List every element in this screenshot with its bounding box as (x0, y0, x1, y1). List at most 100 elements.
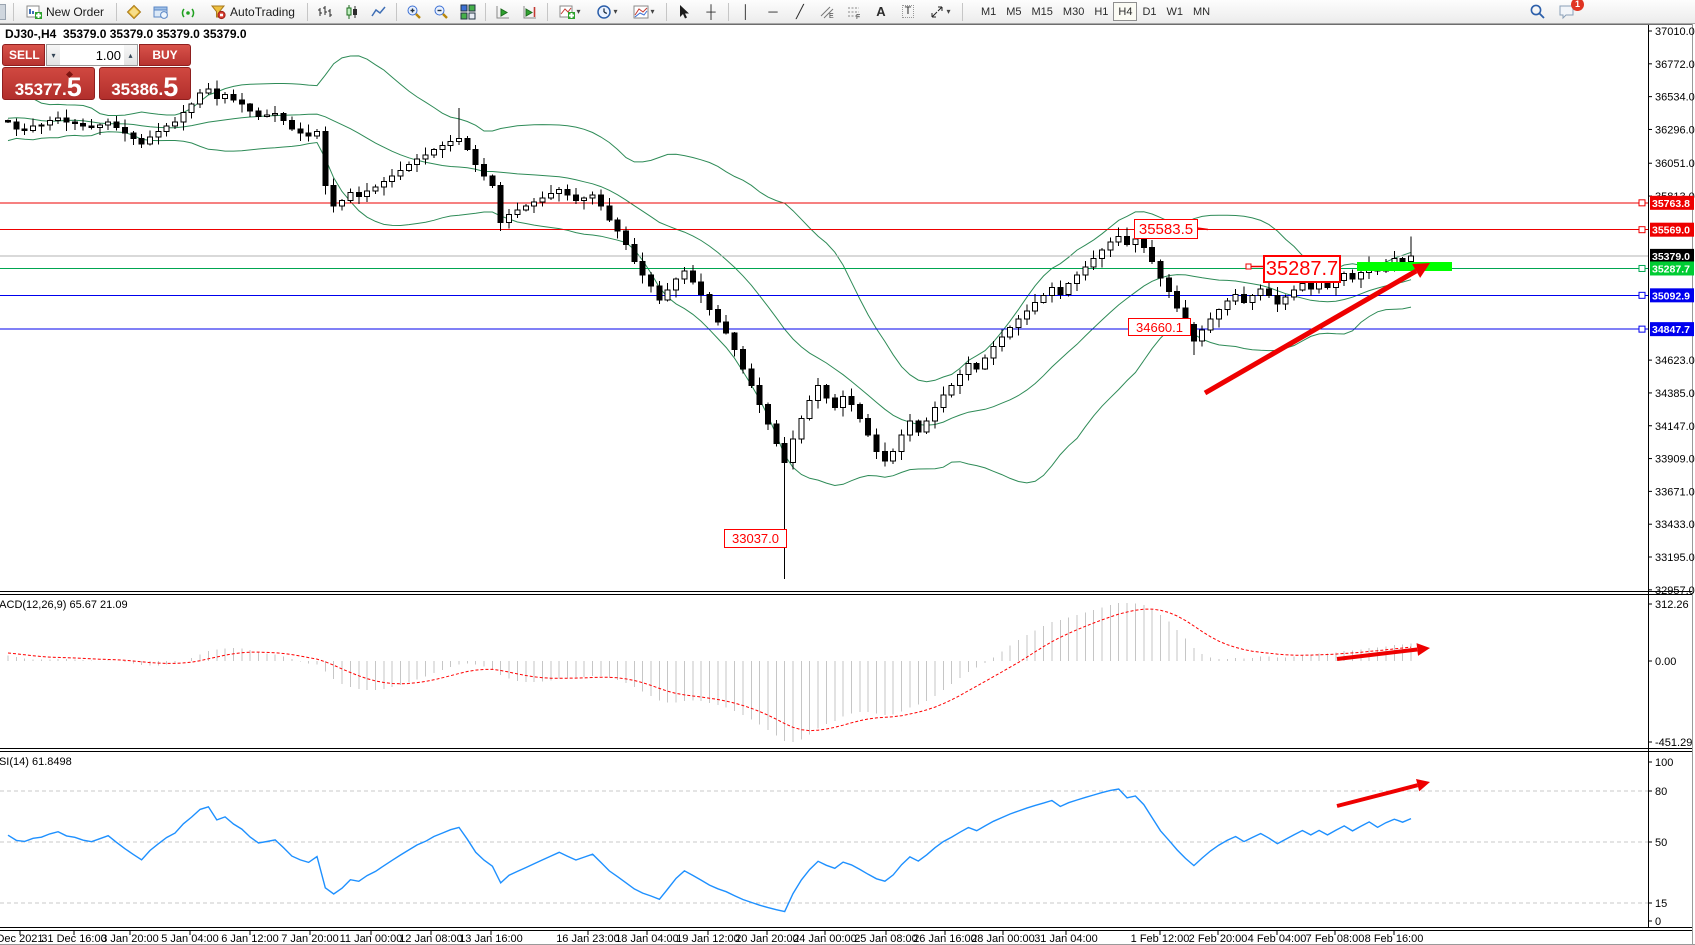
navigator-icon[interactable] (151, 2, 171, 22)
candle-bear (764, 404, 771, 425)
candle-bull (522, 205, 529, 211)
horizontal-line-tool[interactable]: ─ (763, 2, 783, 22)
timeframe-button-w1[interactable]: W1 (1162, 2, 1189, 21)
tile-windows-icon[interactable] (458, 2, 478, 22)
timeframe-button-h1[interactable]: H1 (1089, 2, 1113, 21)
price-annotation-swing-high[interactable]: 35583.5 (1134, 219, 1198, 239)
candle-bull (840, 395, 847, 408)
timeframe-button-m1[interactable]: M1 (976, 2, 1001, 21)
timeframe-button-d1[interactable]: D1 (1137, 2, 1161, 21)
candle-bear (288, 120, 295, 130)
data-window-icon[interactable] (124, 2, 144, 22)
candle-bull (180, 111, 187, 123)
templates-menu[interactable]: ▾ (629, 2, 659, 22)
search-icon (1530, 4, 1545, 19)
candle-bull (539, 197, 546, 203)
line-anchor-handle[interactable] (1638, 199, 1646, 207)
timeframe-button-m15[interactable]: M15 (1027, 2, 1058, 21)
crosshair-tool[interactable]: ┼ (701, 2, 721, 22)
candle-bear (63, 117, 70, 123)
bar-chart-icon[interactable] (315, 2, 335, 22)
buy-price[interactable]: 35386. 5 (98, 67, 191, 102)
chart-shift-icon[interactable] (520, 2, 540, 22)
candle-bull (205, 88, 212, 94)
candle-bear (823, 384, 830, 399)
candle-bull (581, 197, 588, 202)
text-label-tool[interactable]: T (898, 2, 918, 22)
fibonacci-tool[interactable]: F (844, 2, 864, 22)
volume-decrease-button[interactable]: ▾ (47, 45, 60, 65)
candle-bull (1107, 241, 1114, 251)
arrows-icon (931, 6, 943, 17)
x-axis-label: 12 Jan 08:00 (399, 933, 463, 945)
candle-bull (1073, 274, 1080, 284)
candle-bull (447, 140, 454, 146)
x-axis-label: 20 Jan 20:00 (735, 933, 799, 945)
macd-arrow[interactable] (1336, 647, 1418, 661)
arrows-menu[interactable]: ▾ (925, 2, 955, 22)
buy-price-pip: 5 (163, 71, 179, 102)
trend-arrow[interactable] (1203, 268, 1418, 396)
line-anchor-handle[interactable] (1638, 226, 1646, 234)
signals-icon[interactable] (178, 2, 198, 22)
volume-control: ▾ ▴ (46, 44, 138, 66)
candle-bear (773, 423, 780, 444)
rsi-arrow[interactable] (1336, 783, 1419, 808)
sell-button[interactable]: SELL (2, 44, 45, 66)
candle-bear (121, 127, 128, 134)
timeframe-group: M1 M5 M15 M30 H1 H4 D1 W1 MN (976, 2, 1215, 21)
breakout-highlight-bar[interactable] (1357, 262, 1452, 271)
text-tool[interactable]: A (871, 2, 891, 22)
zoom-out-icon[interactable] (431, 2, 451, 22)
candle-bull (1232, 293, 1239, 302)
y-axis-label: 36051.0 (1655, 158, 1695, 170)
macd-axis-label: 0.00 (1655, 656, 1676, 668)
buy-button[interactable]: BUY (139, 44, 191, 66)
new-order-button[interactable]: New Order (21, 2, 109, 22)
svg-text:E: E (829, 13, 834, 20)
trendline-tool[interactable]: ╱ (790, 2, 810, 22)
timeframe-button-m30[interactable]: M30 (1058, 2, 1089, 21)
candle-bear (489, 175, 496, 186)
text-icon: A (876, 4, 886, 19)
sell-price[interactable]: 35377. 5 (2, 67, 95, 100)
candle-bear (1274, 295, 1281, 305)
price-annotation-major-low[interactable]: 33037.0 (724, 529, 787, 548)
candle-bull (455, 138, 462, 142)
line-anchor-handle[interactable] (1638, 291, 1646, 299)
autotrading-button[interactable]: AutoTrading (205, 2, 300, 22)
search-button[interactable] (1527, 2, 1547, 22)
price-annotation-swing-low[interactable]: 34660.1 (1128, 318, 1191, 336)
indicators-menu[interactable]: ▾ (555, 2, 585, 22)
line-chart-icon[interactable] (369, 2, 389, 22)
candle-bear (731, 332, 738, 351)
y-axis-label: 34147.0 (1655, 421, 1695, 433)
level-price-tag-label: 35287.7 (1652, 263, 1690, 275)
level-price-tag (1650, 288, 1694, 303)
separator (116, 2, 118, 21)
timeframe-button-m5[interactable]: M5 (1001, 2, 1026, 21)
candle-bear (88, 125, 95, 129)
volume-input[interactable] (60, 45, 124, 65)
notifications-button[interactable]: 1 (1557, 0, 1584, 22)
macd-indicator-label: MACD(12,26,9) 65.67 21.09 (0, 599, 128, 611)
timeframe-button-mn[interactable]: MN (1188, 2, 1215, 21)
candle-bear (648, 274, 655, 287)
line-anchor-handle[interactable] (1638, 264, 1646, 272)
macd-signal-line (7, 608, 1412, 732)
timeframe-button-h4[interactable]: H4 (1113, 2, 1138, 21)
x-axis-label: 26 Jan 16:00 (913, 933, 977, 945)
line-anchor-handle[interactable] (1638, 325, 1646, 333)
cursor-tool[interactable] (674, 2, 694, 22)
horizontal-line-icon: ─ (768, 4, 778, 19)
zoom-in-icon[interactable] (404, 2, 424, 22)
vertical-line-tool[interactable]: │ (736, 2, 756, 22)
volume-increase-button[interactable]: ▴ (124, 45, 137, 65)
auto-scroll-icon[interactable] (493, 2, 513, 22)
periods-menu[interactable]: ▾ (592, 2, 622, 22)
candlestick-chart-icon[interactable] (342, 2, 362, 22)
price-annotation-breakout[interactable]: 35287.7 (1263, 255, 1341, 283)
channel-tool[interactable]: E (817, 2, 837, 22)
candle-bull (1199, 329, 1206, 342)
